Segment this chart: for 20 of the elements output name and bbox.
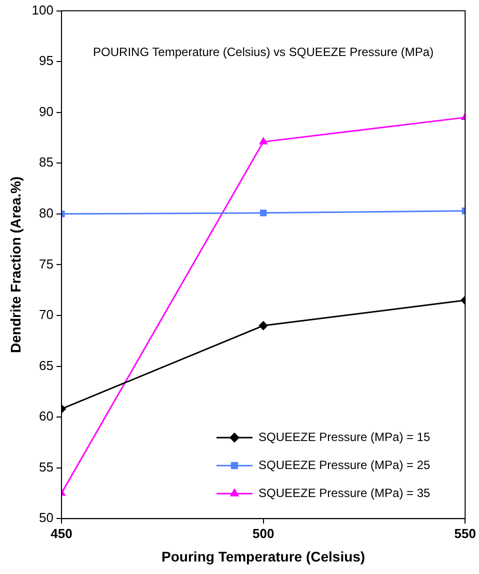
- y-tick-label: 100: [32, 2, 54, 18]
- y-tick-label: 50: [39, 510, 54, 526]
- y-tick-label: 55: [39, 459, 54, 474]
- y-tick-label: 75: [39, 256, 54, 272]
- x-tick-label: 550: [454, 526, 476, 541]
- x-tick-label: 500: [252, 526, 274, 541]
- y-tick-label: 60: [39, 408, 54, 424]
- y-tick-label: 95: [39, 53, 54, 68]
- y-axis-title: Dendrite Fraction (Area.%): [7, 176, 24, 353]
- legend-label: SQUEEZE Pressure (MPa) = 35: [258, 486, 431, 500]
- text: POURING Temperature (Celsius) vs SQUEEZE Pressure (MPa): [93, 45, 434, 60]
- y-tick-label: 80: [39, 206, 54, 220]
- legend-label: SQUEEZE Pressure (MPa) = 15: [258, 430, 431, 444]
- y-tick-label: 65: [39, 358, 54, 373]
- x-tick-label: 450: [50, 526, 72, 541]
- x-axis-title: Pouring Temperature (Celsius): [162, 548, 366, 564]
- legend-label: SQUEEZE Pressure (MPa) = 25: [258, 458, 431, 472]
- y-tick-label: 70: [39, 307, 54, 322]
- y-tick-label: 85: [39, 154, 54, 170]
- y-tick-label: 90: [39, 104, 54, 119]
